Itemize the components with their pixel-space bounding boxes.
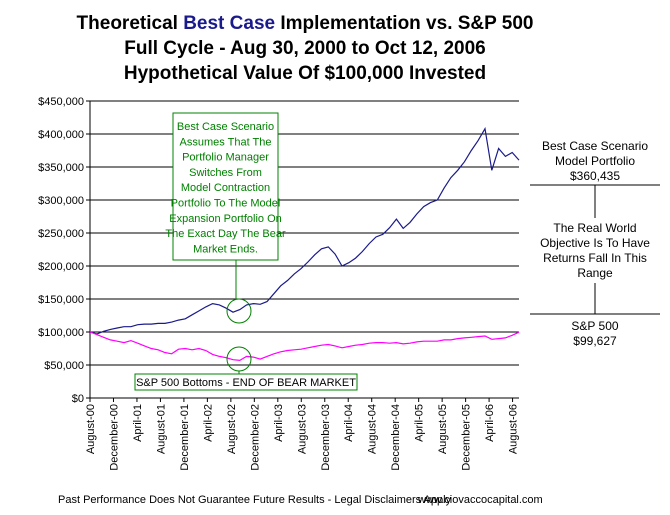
best-case-annotation-text: Expansion Portfolio On	[169, 213, 282, 225]
bottom-annotation-box	[134, 373, 358, 391]
x-tick-label: August-01	[155, 404, 167, 454]
x-tick-label: April-03	[273, 404, 285, 442]
y-tick-label: $400,000	[38, 129, 84, 141]
y-tick-label: $50,000	[44, 360, 84, 372]
y-tick-label: $200,000	[38, 261, 84, 273]
best-case-value-line: Best Case Scenario	[541, 139, 649, 153]
sp500-line	[89, 331, 520, 362]
best-case-annotation-text: Portfolio To The Model	[171, 198, 281, 210]
website-text: www.ciovaccocapital.com	[418, 494, 543, 506]
best-case-highlight: Best Case	[183, 13, 276, 34]
objective-label: The Real World Objective Is To Have Return…	[528, 221, 662, 281]
x-tick-label: December-01	[179, 404, 191, 471]
x-tick-label: April-06	[484, 404, 496, 442]
x-tick-label: August-05	[437, 404, 449, 454]
y-tick-label: $100,000	[38, 327, 84, 339]
x-tick-label: April-01	[132, 404, 144, 442]
best-case-annotation-text: Switches From	[189, 167, 262, 179]
x-tick-label: August-02	[226, 404, 238, 454]
y-tick-label: $0	[72, 393, 84, 405]
sp500-value-line: S&P 500	[571, 319, 619, 333]
best-case-annotation-text: The Exact Day The Bear	[165, 228, 286, 240]
objective-line: Returns Fall In This	[543, 251, 647, 265]
sp500-value-line: $99,627	[573, 334, 617, 348]
y-tick-label: $150,000	[38, 294, 84, 306]
best-case-annotation-text: Model Contraction	[181, 182, 270, 194]
objective-line: Objective Is To Have	[540, 236, 650, 250]
best-case-annotation-text: Market Ends.	[193, 243, 258, 255]
disclaimer-text: Past Performance Does Not Guarantee Futu…	[58, 494, 452, 506]
x-tick-label: December-05	[461, 404, 473, 471]
x-tick-label: April-05	[414, 404, 426, 442]
x-tick-label: August-03	[296, 404, 308, 454]
x-tick-label: August-00	[85, 404, 97, 454]
objective-line: The Real World	[553, 221, 637, 235]
best-case-annotation-text: Assumes That The	[180, 136, 272, 148]
best-case-annotation-box	[172, 112, 279, 261]
x-tick-label: August-04	[367, 404, 379, 454]
x-tick-label: August-06	[508, 404, 520, 454]
best-case-bottom-circle	[226, 298, 252, 324]
y-tick-label: $300,000	[38, 195, 84, 207]
best-case-annotation-text: Best Case Scenario	[177, 121, 274, 133]
chart-title-line3: Hypothetical Value Of $100,000 Invested	[123, 63, 487, 84]
objective-line: Range	[577, 266, 613, 280]
best-case-value-label: Best Case Scenario Model Portfolio $360,43…	[530, 139, 660, 184]
sp500-value-label: S&P 500 $99,627	[530, 319, 660, 349]
best-case-line	[89, 126, 520, 335]
x-tick-label: December-00	[108, 404, 120, 471]
best-case-value-line: $360,435	[569, 169, 621, 183]
x-tick-label: December-03	[320, 404, 332, 471]
y-tick-label: $450,000	[38, 96, 84, 108]
y-tick-label: $250,000	[38, 228, 84, 240]
x-tick-label: April-02	[202, 404, 214, 442]
chart-title-line1: Theoretical Best Case Implementation vs.…	[76, 13, 534, 34]
best-case-value-line: Model Portfolio	[554, 154, 636, 168]
chart-title-line2: Full Cycle - Aug 30, 2000 to Oct 12, 200…	[124, 38, 486, 59]
x-tick-label: December-02	[249, 404, 261, 471]
best-case-annotation-text: Portfolio Manager	[182, 152, 269, 164]
x-tick-label: April-04	[343, 404, 355, 442]
y-tick-label: $350,000	[38, 162, 84, 174]
x-tick-label: December-04	[390, 404, 402, 471]
bottom-annotation-text: S&P 500 Bottoms - END OF BEAR MARKET	[136, 377, 356, 389]
